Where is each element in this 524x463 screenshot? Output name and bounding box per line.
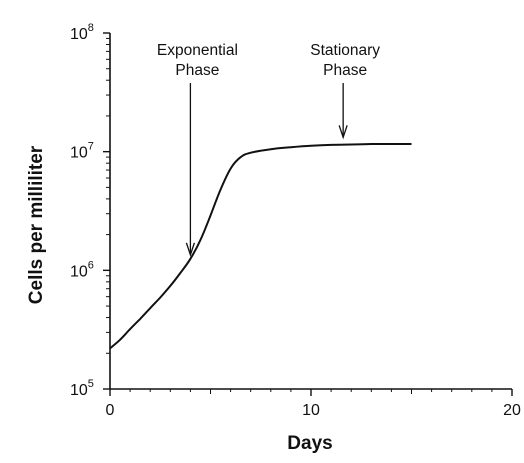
annotation-label: Stationary <box>310 42 380 59</box>
axes <box>109 33 512 390</box>
annotations: Exponential Phase Stationary Phase <box>157 42 380 257</box>
y-axis-title: Cells per milliliter <box>26 145 47 304</box>
y-tick-label: 108 <box>70 22 94 43</box>
series <box>109 142 412 350</box>
y-tick-label: 107 <box>70 141 94 162</box>
annotation-label: Phase <box>175 62 219 79</box>
x-tick-label: 10 <box>302 402 320 419</box>
annotation-label: Phase <box>323 62 367 79</box>
annotation-label: Exponential <box>157 42 238 59</box>
annotation-arrow-head <box>185 242 196 257</box>
ticks: 0 10 20 105 106 107 108 <box>70 22 521 419</box>
annotation-arrow-head <box>338 125 348 140</box>
growth-curve-line <box>109 142 412 350</box>
x-axis-title: Days <box>287 433 332 454</box>
y-tick-label: 105 <box>70 378 94 399</box>
x-tick-label: 20 <box>503 402 521 419</box>
x-tick-label: 0 <box>106 402 115 419</box>
y-tick-label: 106 <box>70 259 94 280</box>
